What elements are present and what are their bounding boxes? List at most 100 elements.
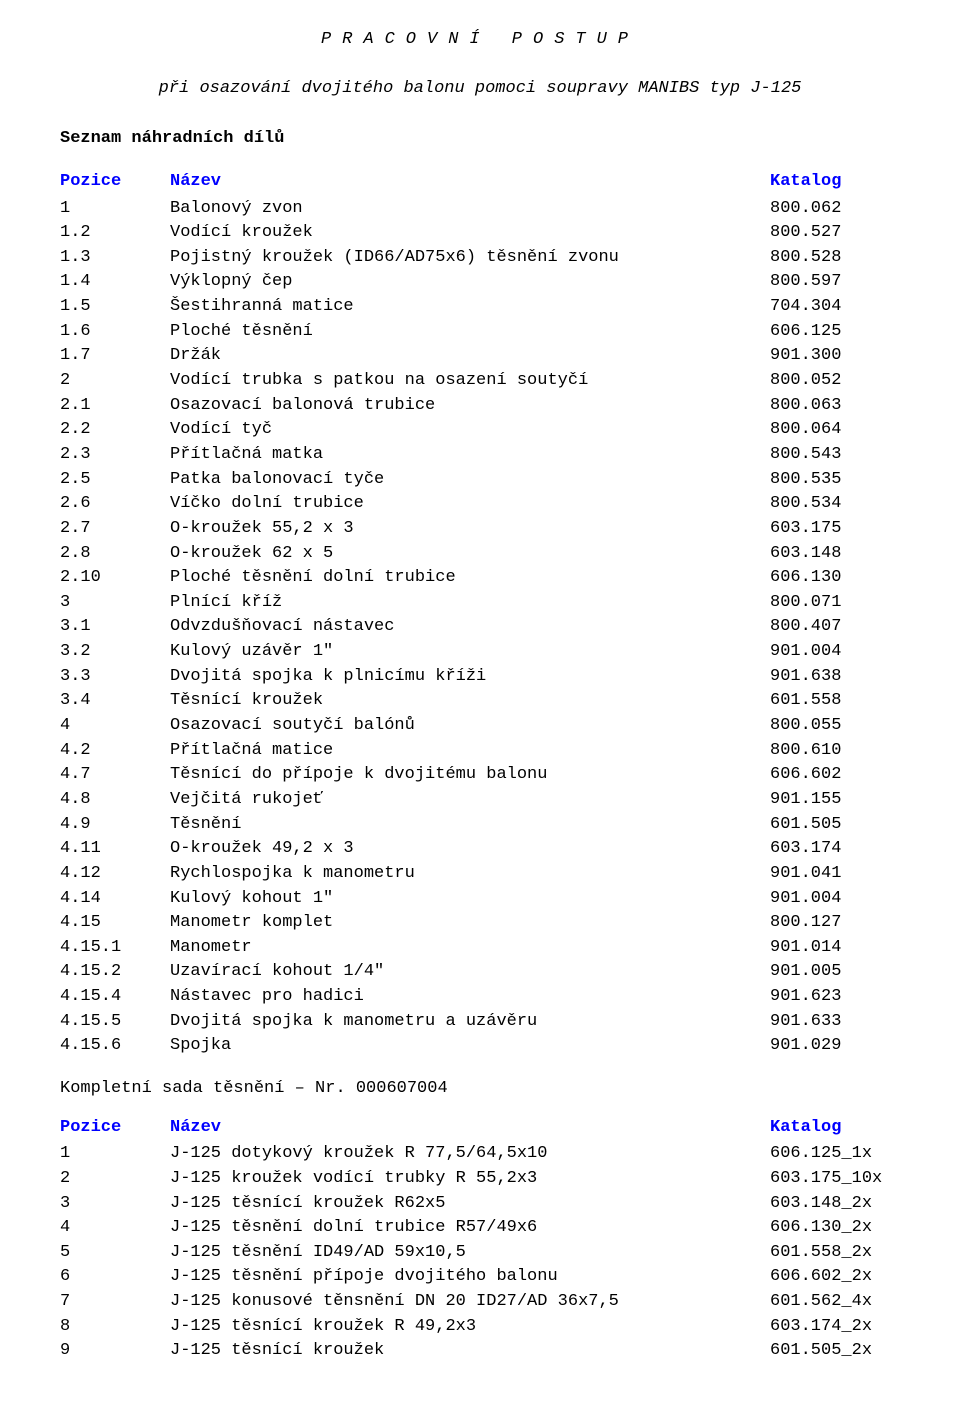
cell-nazev: Manometr (170, 936, 770, 961)
cell-nazev: Osazovací balonová trubice (170, 394, 770, 419)
cell-pozice: 1.7 (60, 344, 170, 369)
cell-katalog: 606.130_2x (770, 1216, 900, 1241)
table-row: 4Osazovací soutyčí balónů800.055 (60, 714, 900, 739)
table-row: 4.15Manometr komplet800.127 (60, 911, 900, 936)
cell-pozice: 2.10 (60, 566, 170, 591)
cell-katalog: 603.175 (770, 517, 900, 542)
table-row: 2.1Osazovací balonová trubice800.063 (60, 394, 900, 419)
table-row: 2.10Ploché těsnění dolní trubice606.130 (60, 566, 900, 591)
cell-pozice: 2.3 (60, 443, 170, 468)
cell-nazev: O-kroužek 55,2 x 3 (170, 517, 770, 542)
cell-katalog: 603.148_2x (770, 1192, 900, 1217)
table-row: 2.8O-kroužek 62 x 5603.148 (60, 542, 900, 567)
cell-nazev: Odvzdušňovací nástavec (170, 615, 770, 640)
cell-pozice: 5 (60, 1241, 170, 1266)
cell-nazev: J-125 kroužek vodící trubky R 55,2x3 (170, 1167, 770, 1192)
table-row: 3.1Odvzdušňovací nástavec800.407 (60, 615, 900, 640)
cell-pozice: 2.7 (60, 517, 170, 542)
cell-katalog: 601.505_2x (770, 1339, 900, 1364)
cell-pozice: 4.15 (60, 911, 170, 936)
cell-pozice: 4.2 (60, 739, 170, 764)
cell-pozice: 4.12 (60, 862, 170, 887)
table-row: 1J-125 dotykový kroužek R 77,5/64,5x1060… (60, 1142, 900, 1167)
table-row: 7J-125 konusové těnsnění DN 20 ID27/AD 3… (60, 1290, 900, 1315)
page: PRACOVNÍ POSTUP při osazování dvojitého … (0, 0, 960, 1422)
section-label: Seznam náhradních dílů (60, 127, 900, 152)
table-row: 4.15.2Uzavírací kohout 1/4"901.005 (60, 960, 900, 985)
cell-nazev: Víčko dolní trubice (170, 492, 770, 517)
table-row: 4.11O-kroužek 49,2 x 3603.174 (60, 837, 900, 862)
cell-pozice: 4.7 (60, 763, 170, 788)
table-row: 2.6Víčko dolní trubice800.534 (60, 492, 900, 517)
subsection-label: Kompletní sada těsnění – Nr. 000607004 (60, 1077, 900, 1102)
cell-katalog: 603.148 (770, 542, 900, 567)
table-row: 1.6Ploché těsnění606.125 (60, 320, 900, 345)
table-header-row: Pozice Název Katalog (60, 1116, 900, 1141)
cell-pozice: 2.1 (60, 394, 170, 419)
cell-nazev: Manometr komplet (170, 911, 770, 936)
cell-pozice: 4.15.5 (60, 1010, 170, 1035)
parts-table-1: Pozice Název Katalog 1Balonový zvon800.0… (60, 170, 900, 1059)
cell-katalog: 901.004 (770, 887, 900, 912)
cell-nazev: O-kroužek 62 x 5 (170, 542, 770, 567)
cell-katalog: 800.610 (770, 739, 900, 764)
cell-katalog: 901.638 (770, 665, 900, 690)
header-pozice: Pozice (60, 170, 170, 195)
cell-nazev: Spojka (170, 1034, 770, 1059)
cell-pozice: 2.5 (60, 468, 170, 493)
cell-katalog: 901.633 (770, 1010, 900, 1035)
cell-pozice: 1 (60, 197, 170, 222)
cell-katalog: 901.041 (770, 862, 900, 887)
cell-nazev: Balonový zvon (170, 197, 770, 222)
parts-table-2: Pozice Název Katalog 1J-125 dotykový kro… (60, 1116, 900, 1364)
cell-pozice: 4.8 (60, 788, 170, 813)
cell-nazev: Kulový uzávěr 1" (170, 640, 770, 665)
cell-pozice: 9 (60, 1339, 170, 1364)
cell-katalog: 901.623 (770, 985, 900, 1010)
table-row: 1.5Šestihranná matice704.304 (60, 295, 900, 320)
cell-pozice: 4.11 (60, 837, 170, 862)
cell-katalog: 800.052 (770, 369, 900, 394)
cell-katalog: 800.597 (770, 270, 900, 295)
cell-katalog: 606.602 (770, 763, 900, 788)
header-nazev: Název (170, 1116, 770, 1141)
cell-katalog: 800.071 (770, 591, 900, 616)
cell-nazev: J-125 dotykový kroužek R 77,5/64,5x10 (170, 1142, 770, 1167)
table-row: 4J-125 těsnění dolní trubice R57/49x6606… (60, 1216, 900, 1241)
cell-pozice: 3.1 (60, 615, 170, 640)
cell-nazev: J-125 těsnící kroužek (170, 1339, 770, 1364)
cell-pozice: 4.15.1 (60, 936, 170, 961)
cell-nazev: Ploché těsnění (170, 320, 770, 345)
table-row: 1.7Držák901.300 (60, 344, 900, 369)
table-row: 4.2Přítlačná matice800.610 (60, 739, 900, 764)
cell-nazev: Kulový kohout 1" (170, 887, 770, 912)
cell-nazev: Uzavírací kohout 1/4" (170, 960, 770, 985)
cell-pozice: 2.2 (60, 418, 170, 443)
cell-katalog: 603.174 (770, 837, 900, 862)
cell-katalog: 901.014 (770, 936, 900, 961)
cell-katalog: 606.602_2x (770, 1265, 900, 1290)
table-row: 5J-125 těsnění ID49/AD 59x10,5601.558_2x (60, 1241, 900, 1266)
table-row: 3.2Kulový uzávěr 1"901.004 (60, 640, 900, 665)
cell-katalog: 800.407 (770, 615, 900, 640)
table-row: 4.9Těsnění601.505 (60, 813, 900, 838)
cell-pozice: 2 (60, 1167, 170, 1192)
cell-pozice: 1.2 (60, 221, 170, 246)
cell-nazev: Patka balonovací tyče (170, 468, 770, 493)
cell-katalog: 800.535 (770, 468, 900, 493)
header-katalog: Katalog (770, 1116, 900, 1141)
cell-katalog: 901.004 (770, 640, 900, 665)
cell-nazev: Přítlačná matka (170, 443, 770, 468)
cell-katalog: 800.534 (770, 492, 900, 517)
cell-pozice: 1 (60, 1142, 170, 1167)
header-nazev: Název (170, 170, 770, 195)
cell-nazev: Vodící kroužek (170, 221, 770, 246)
table-row: 1.3Pojistný kroužek (ID66/AD75x6) těsněn… (60, 246, 900, 271)
table-row: 2.7O-kroužek 55,2 x 3603.175 (60, 517, 900, 542)
cell-katalog: 601.558 (770, 689, 900, 714)
cell-katalog: 901.300 (770, 344, 900, 369)
cell-nazev: J-125 konusové těnsnění DN 20 ID27/AD 36… (170, 1290, 770, 1315)
table-row: 3J-125 těsnící kroužek R62x5603.148_2x (60, 1192, 900, 1217)
cell-katalog: 800.064 (770, 418, 900, 443)
cell-katalog: 603.175_10x (770, 1167, 900, 1192)
